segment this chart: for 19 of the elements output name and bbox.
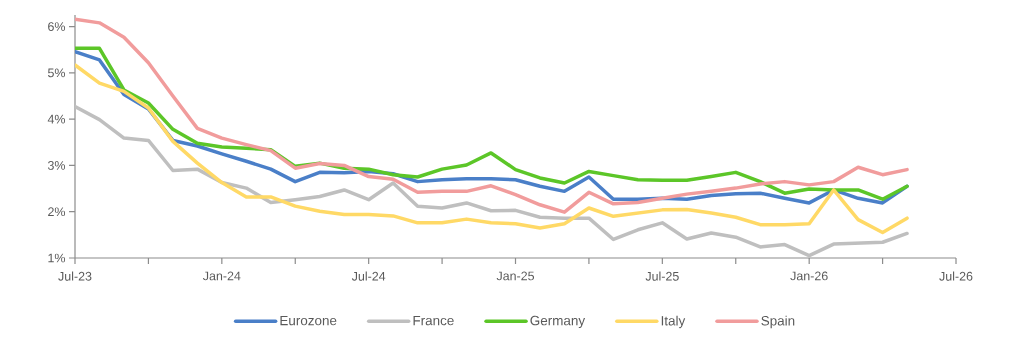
y-tick-label: 4%: [47, 114, 66, 124]
x-tick-label: Jan-24: [202, 271, 241, 281]
x-tick-label: Jul-24: [351, 271, 386, 281]
legend-label: France: [413, 315, 454, 326]
x-tick-label: Jul-23: [58, 271, 92, 281]
x-tick-label: Jul-25: [645, 271, 679, 281]
line-series: [75, 17, 909, 214]
legend-label: Germany: [530, 315, 586, 329]
legend-label: Italy: [661, 315, 686, 329]
y-tick-label: 3%: [47, 161, 66, 170]
y-tick-label: 2%: [48, 207, 66, 217]
legend-label: Eurozone: [280, 315, 337, 326]
x-tick-label: Jan-25: [496, 271, 535, 281]
y-tick-label: 1%: [48, 253, 66, 263]
x-tick-label: Jan-26: [790, 271, 828, 281]
legend-label: Spain: [761, 315, 795, 329]
x-tick-label: Jul-26: [939, 271, 973, 281]
y-tick-label: 5%: [47, 68, 66, 78]
y-tick-label: 6%: [48, 22, 66, 31]
